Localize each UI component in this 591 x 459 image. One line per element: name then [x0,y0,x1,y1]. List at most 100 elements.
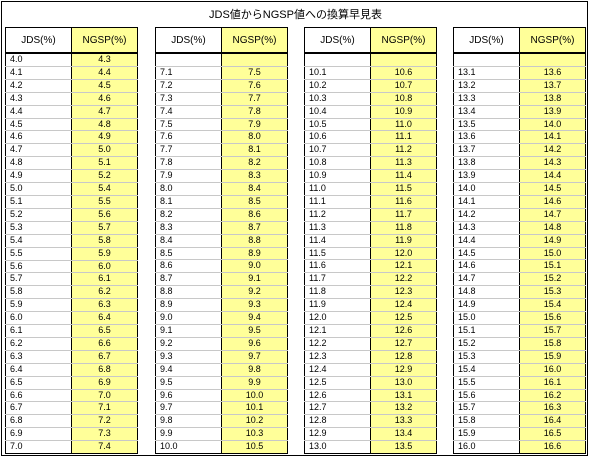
table-row: 13.6 14.1 [453,130,586,145]
ngsp-value: 11.1 [370,130,437,145]
table-row: 12.6 13.1 [304,389,437,403]
ngsp-value: 6.6 [71,337,138,351]
table-row: 7.1 7.5 [155,66,288,80]
table-row: 9.4 9.8 [155,363,288,377]
jds-value: 15.4 [453,363,520,377]
ngsp-value: 8.4 [221,182,288,196]
table-row: 14.6 15.1 [453,259,586,274]
header-jds: JDS(%) [155,27,222,54]
jds-value: 9.3 [155,350,222,364]
jds-value: 10.7 [304,143,371,158]
jds-value: 15.6 [453,389,520,403]
table-row: 12.5 13.0 [304,376,437,390]
ngsp-value: 6.4 [71,311,138,326]
table-row: 5.3 5.7 [5,221,138,235]
ngsp-value: 8.9 [221,247,288,261]
jds-value: 14.9 [453,298,520,313]
table-row: 12.4 12.9 [304,363,437,377]
ngsp-value: 13.3 [370,414,437,429]
ngsp-value: 16.4 [519,414,586,429]
ngsp-value: 13.6 [519,66,586,80]
table-row: 14.0 14.5 [453,182,586,196]
jds-value: 7.5 [155,118,222,132]
table-row: 4.6 4.9 [5,130,138,145]
ngsp-value: 10.3 [221,427,288,442]
jds-value: 11.5 [304,247,371,261]
conversion-table-1: JDS(%) NGSP(%) 4.0 4.3 4.1 4.4 4.2 4.5 4.3 4.6 4… [5,27,138,455]
jds-value: 14.7 [453,272,520,287]
ngsp-value: 7.2 [71,414,138,429]
jds-value: 10.1 [304,66,371,80]
table-row: 7.2 7.6 [155,79,288,93]
table-row: 13.9 14.4 [453,169,586,184]
ngsp-value: 9.8 [221,363,288,377]
table-row: 14.4 14.9 [453,234,586,248]
ngsp-value: 7.4 [71,440,138,455]
jds-value: 8.6 [155,259,222,274]
ngsp-value: 12.2 [370,272,437,287]
ngsp-value: 10.7 [370,79,437,93]
jds-value: 14.5 [453,247,520,261]
ngsp-value: 8.6 [221,208,288,222]
table-row: 8.5 8.9 [155,247,288,261]
table-row: 9.0 9.4 [155,311,288,326]
table-row: 4.5 4.8 [5,118,138,132]
jds-value: 9.0 [155,311,222,326]
ngsp-value: 7.5 [221,66,288,80]
table-row [453,53,586,67]
ngsp-value: 12.9 [370,363,437,377]
table-row: 4.4 4.7 [5,105,138,119]
table-row: 10.6 11.1 [304,130,437,145]
jds-value: 4.6 [5,130,72,145]
ngsp-value: 12.1 [370,259,437,274]
ngsp-value: 15.8 [519,337,586,351]
table-row: 11.6 12.1 [304,259,437,274]
jds-value: 4.0 [5,53,72,67]
jds-value: 10.9 [304,169,371,184]
jds-value: 10.0 [155,440,222,455]
ngsp-value: 9.3 [221,298,288,313]
table-row: 12.3 12.8 [304,350,437,364]
jds-value: 11.2 [304,208,371,222]
table-row: 7.3 7.7 [155,92,288,106]
jds-value: 13.8 [453,156,520,171]
ngsp-value: 6.8 [71,363,138,377]
ngsp-value: 13.4 [370,427,437,442]
jds-value: 12.6 [304,389,371,403]
ngsp-value: 4.9 [71,130,138,145]
table-row: 4.0 4.3 [5,53,138,67]
table-row: 14.7 15.2 [453,272,586,287]
table-row: 15.1 15.7 [453,324,586,338]
jds-value: 8.7 [155,272,222,287]
table-row: 14.1 14.6 [453,195,586,209]
ngsp-value: 10.2 [221,414,288,429]
ngsp-value: 16.1 [519,376,586,390]
header-jds: JDS(%) [5,27,72,54]
jds-value: 4.8 [5,156,72,171]
table-row: 11.7 12.2 [304,272,437,287]
table-row: 9.3 9.7 [155,350,288,364]
ngsp-value: 9.1 [221,272,288,287]
jds-value: 9.8 [155,414,222,429]
ngsp-value: 6.1 [71,272,138,287]
ngsp-value: 5.2 [71,169,138,184]
table-row: 13.7 14.2 [453,143,586,158]
ngsp-value: 14.8 [519,221,586,235]
ngsp-value: 14.1 [519,130,586,145]
table-row: 6.5 6.9 [5,376,138,390]
header-ngsp: NGSP(%) [370,27,437,54]
ngsp-value: 5.0 [71,143,138,158]
table-row: 12.2 12.7 [304,337,437,351]
jds-value: 10.6 [304,130,371,145]
jds-value: 11.4 [304,234,371,248]
jds-value: 12.1 [304,324,371,338]
table-row: 11.2 11.7 [304,208,437,222]
jds-value: 7.6 [155,130,222,145]
ngsp-value: 14.3 [519,156,586,171]
ngsp-value: 15.2 [519,272,586,287]
jds-value: 13.4 [453,105,520,119]
table-row: 14.9 15.4 [453,298,586,313]
jds-value: 13.7 [453,143,520,158]
table-row: 15.4 16.0 [453,363,586,377]
ngsp-value: 11.7 [370,208,437,222]
